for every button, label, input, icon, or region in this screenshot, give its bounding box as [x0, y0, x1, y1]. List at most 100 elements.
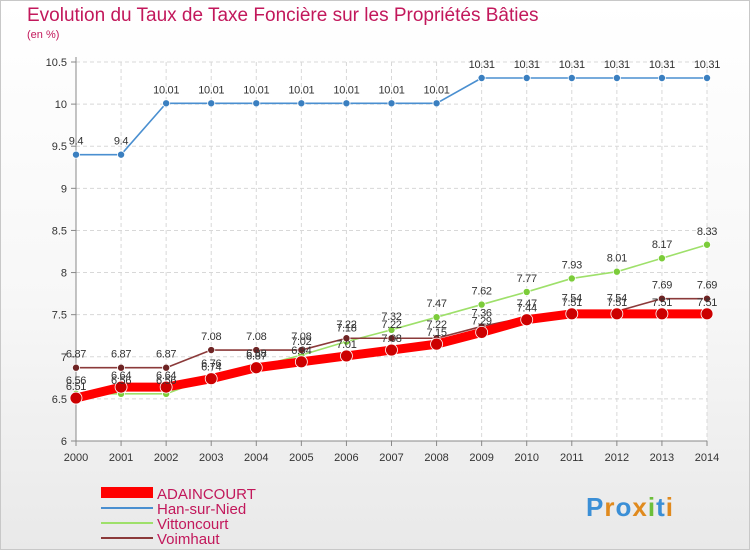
- data-label: 7.08: [201, 331, 221, 343]
- data-point: [432, 313, 441, 322]
- data-label: 8.33: [697, 226, 717, 238]
- data-label: 6.51: [66, 381, 86, 393]
- data-label: 6.76: [201, 358, 221, 370]
- data-label: 10.01: [243, 84, 269, 96]
- x-tick-label: 2002: [154, 452, 178, 464]
- y-tick-label: 9: [61, 183, 67, 195]
- data-point: [475, 325, 489, 339]
- data-point: [567, 74, 576, 83]
- data-point: [297, 346, 306, 355]
- y-tick-label: 9.5: [52, 141, 67, 153]
- data-label: 10.31: [694, 59, 720, 71]
- x-tick-label: 2007: [379, 452, 403, 464]
- data-label: 7.08: [291, 331, 311, 343]
- data-point: [522, 287, 531, 296]
- logo-letter: P: [586, 492, 605, 522]
- legend-label: Han-sur-Nied: [157, 501, 246, 518]
- data-label: 6.87: [156, 349, 176, 361]
- data-label: 7.29: [472, 315, 492, 327]
- data-point: [657, 74, 666, 83]
- data-point: [385, 343, 398, 357]
- data-label: 7.01: [336, 339, 356, 351]
- data-point: [297, 99, 306, 108]
- x-tick-label: 2004: [244, 452, 268, 464]
- data-label: 7.54: [607, 292, 627, 304]
- data-label: 9.4: [69, 136, 84, 148]
- data-point: [657, 294, 666, 303]
- data-label: 8.01: [607, 253, 627, 265]
- data-label: 10.01: [333, 84, 359, 96]
- data-point: [252, 346, 261, 355]
- data-label: 10.31: [649, 59, 675, 71]
- data-label: 7.15: [426, 327, 446, 339]
- y-tick-label: 7.5: [52, 310, 67, 322]
- data-point: [430, 337, 443, 351]
- data-point: [612, 74, 621, 83]
- data-label: 7.62: [472, 286, 492, 298]
- chart-title: Evolution du Taux de Taxe Foncière sur l…: [27, 5, 539, 26]
- data-label: 7.51: [562, 297, 582, 309]
- x-tick-label: 2011: [560, 452, 584, 464]
- proxiti-logo: Proxiti: [586, 492, 674, 523]
- data-point: [703, 240, 712, 249]
- data-point: [477, 74, 486, 83]
- data-label: 7.22: [381, 319, 401, 331]
- data-point: [249, 361, 263, 375]
- data-label: 6.74: [201, 362, 221, 374]
- y-tick-label: 6.5: [52, 394, 67, 406]
- data-point: [340, 349, 353, 363]
- logo-letter: i: [647, 492, 657, 522]
- x-tick-label: 2001: [109, 452, 133, 464]
- y-tick-label: 10.5: [46, 57, 67, 69]
- data-label: 10.01: [153, 84, 179, 96]
- data-point: [387, 325, 396, 334]
- logo-letter: r: [604, 492, 616, 522]
- data-point: [522, 74, 531, 83]
- data-point: [207, 346, 216, 355]
- data-point: [342, 99, 351, 108]
- data-label: 6.56: [66, 375, 86, 387]
- data-label: 7.02: [291, 336, 311, 348]
- data-label: 10.31: [469, 59, 495, 71]
- data-label: 7.47: [426, 298, 446, 310]
- data-point: [387, 334, 396, 343]
- data-label: 6.64: [156, 370, 176, 382]
- data-point: [655, 307, 669, 321]
- y-tick-label: 10: [55, 99, 67, 111]
- data-label: 6.88: [246, 348, 266, 360]
- y-tick-label: 7: [61, 352, 67, 364]
- data-point: [342, 334, 351, 343]
- x-tick-label: 2005: [289, 452, 313, 464]
- x-tick-label: 2008: [424, 452, 448, 464]
- data-label: 10.01: [424, 84, 450, 96]
- data-label: 9.4: [114, 136, 129, 148]
- data-point: [72, 150, 81, 159]
- data-point: [610, 307, 624, 321]
- data-label: 6.87: [111, 349, 131, 361]
- x-tick-label: 2014: [695, 452, 719, 464]
- logo-letter: x: [632, 492, 648, 522]
- logo-letter: o: [615, 492, 633, 522]
- data-point: [520, 313, 534, 327]
- logo-letter: i: [665, 492, 674, 522]
- y-tick-label: 8.5: [52, 225, 67, 237]
- data-label: 6.64: [111, 370, 131, 382]
- data-label: 7.77: [517, 273, 537, 285]
- data-point: [159, 380, 173, 394]
- x-tick-label: 2009: [469, 452, 493, 464]
- data-label: 7.54: [562, 292, 582, 304]
- legend-label: Vittoncourt: [157, 516, 229, 533]
- legend-label: ADAINCOURT: [157, 486, 256, 503]
- data-label: 10.31: [514, 59, 540, 71]
- data-label: 7.93: [562, 259, 582, 271]
- data-label: 7.32: [381, 311, 401, 323]
- data-point: [703, 74, 712, 83]
- data-label: 7.08: [381, 333, 401, 345]
- data-point: [612, 267, 621, 276]
- data-label: 8.17: [652, 239, 672, 251]
- data-point: [703, 294, 712, 303]
- data-label: 7.51: [652, 297, 672, 309]
- x-tick-label: 2003: [199, 452, 223, 464]
